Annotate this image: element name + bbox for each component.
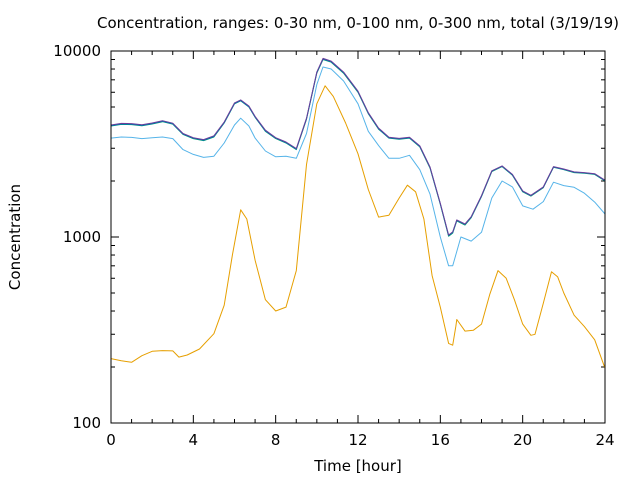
x-tick-label: 12 <box>348 431 367 449</box>
x-tick-label: 24 <box>595 431 614 449</box>
series-line-3 <box>110 59 606 237</box>
axis-ticks <box>110 50 606 424</box>
x-tick-label: 16 <box>431 431 450 449</box>
y-axis-title: Concentration <box>6 184 24 290</box>
plot-frame <box>110 50 606 424</box>
series-line-5 <box>110 57 606 236</box>
x-tick-label: 8 <box>271 431 281 449</box>
x-tick-label: 0 <box>106 431 116 449</box>
x-tick-label: 20 <box>513 431 532 449</box>
series-lines <box>110 57 606 369</box>
x-tick-label: 4 <box>189 431 199 449</box>
tick-labels: 0 4 8 12 16 20 24 100 1000 10000 <box>53 42 614 449</box>
series-line-2 <box>110 66 606 267</box>
chart-title: Concentration, ranges: 0-30 nm, 0-100 nm… <box>97 14 619 32</box>
x-axis-title: Time [hour] <box>313 457 402 475</box>
series-line-1 <box>110 85 606 369</box>
y-tick-label: 100 <box>72 414 101 432</box>
y-tick-label: 1000 <box>63 228 101 246</box>
y-tick-label: 10000 <box>53 42 101 60</box>
